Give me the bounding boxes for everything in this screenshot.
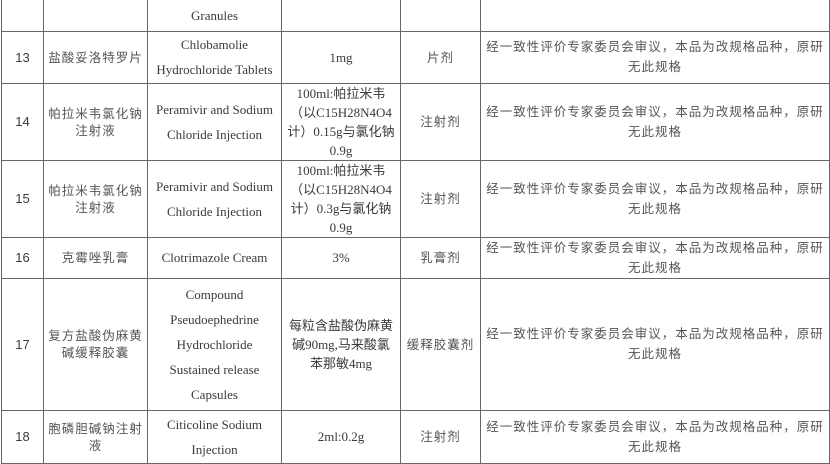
cell-dosage-form: 乳膏剂	[400, 236, 481, 279]
table-row: 15 帕拉米韦氯化钠注射液 Peramivir and Sodium Chlorid…	[1, 159, 830, 238]
cell-spec: 2ml:0.2g	[281, 409, 401, 464]
cell-english-name: Citicoline Sodium Injection	[147, 409, 282, 464]
cell-spec: 100ml:帕拉米韦（以C15H28N4O4计）0.15g与氯化钠0.9g	[281, 82, 401, 161]
cell-english-name: Compound Pseudoephedrine Hydrochloride S…	[147, 277, 282, 411]
cell-english-name: Granules	[147, 0, 282, 32]
cell-note: 经一致性评价专家委员会审议，本品为改规格品种，原研无此规格	[480, 82, 830, 161]
cell-chinese-name: 盐酸妥洛特罗片	[43, 30, 148, 84]
cell-spec: 100ml:帕拉米韦（以C15H28N4O4计）0.3g与氯化钠0.9g	[281, 159, 401, 238]
cell-english-name: Clotrimazole Cream	[147, 236, 282, 279]
cell-no: 16	[1, 236, 44, 279]
table-row: 17 复方盐酸伪麻黄碱缓释胶囊 Compound Pseudoephedrine H…	[1, 277, 830, 411]
table-row-continued: Granules	[1, 0, 830, 32]
cell-no: 13	[1, 30, 44, 84]
cell-dosage-form: 片剂	[400, 30, 481, 84]
cell-no: 15	[1, 159, 44, 238]
cell-no	[1, 0, 44, 32]
table-row: 13 盐酸妥洛特罗片 Chlobamolie Hydrochloride Table…	[1, 30, 830, 84]
cell-no: 17	[1, 277, 44, 411]
cell-spec: 3%	[281, 236, 401, 279]
cell-spec: 1mg	[281, 30, 401, 84]
cell-chinese-name: 克霉唑乳膏	[43, 236, 148, 279]
cell-dosage-form: 注射剂	[400, 82, 481, 161]
cell-note: 经一致性评价专家委员会审议，本品为改规格品种，原研无此规格	[480, 277, 830, 411]
cell-no: 18	[1, 409, 44, 464]
table-row: 16 克霉唑乳膏 Clotrimazole Cream 3% 乳膏剂 经一致性评价专家委员…	[1, 236, 830, 279]
cell-chinese-name: 帕拉米韦氯化钠注射液	[43, 159, 148, 238]
cell-dosage-form: 缓释胶囊剂	[400, 277, 481, 411]
cell-english-name: Peramivir and Sodium Chloride Injection	[147, 82, 282, 161]
cell-note	[480, 0, 830, 32]
cell-english-name: Peramivir and Sodium Chloride Injection	[147, 159, 282, 238]
cell-spec: 每粒含盐酸伪麻黄碱90mg,马来酸氯苯那敏4mg	[281, 277, 401, 411]
cell-dosage-form: 注射剂	[400, 409, 481, 464]
cell-note: 经一致性评价专家委员会审议，本品为改规格品种，原研无此规格	[480, 409, 830, 464]
cell-chinese-name	[43, 0, 148, 32]
cell-chinese-name: 胞磷胆碱钠注射液	[43, 409, 148, 464]
table-row: 18 胞磷胆碱钠注射液 Citicoline Sodium Injection 2ml…	[1, 409, 830, 464]
table-row: 14 帕拉米韦氯化钠注射液 Peramivir and Sodium Chlorid…	[1, 82, 830, 161]
cell-english-name: Chlobamolie Hydrochloride Tablets	[147, 30, 282, 84]
cell-note: 经一致性评价专家委员会审议，本品为改规格品种，原研无此规格	[480, 159, 830, 238]
cell-note: 经一致性评价专家委员会审议，本品为改规格品种，原研无此规格	[480, 30, 830, 84]
cell-dosage-form: 注射剂	[400, 159, 481, 238]
cell-no: 14	[1, 82, 44, 161]
cell-dosage-form	[400, 0, 481, 32]
cell-chinese-name: 帕拉米韦氯化钠注射液	[43, 82, 148, 161]
cell-note: 经一致性评价专家委员会审议，本品为改规格品种，原研无此规格	[480, 236, 830, 279]
cell-spec	[281, 0, 401, 32]
cell-chinese-name: 复方盐酸伪麻黄碱缓释胶囊	[43, 277, 148, 411]
